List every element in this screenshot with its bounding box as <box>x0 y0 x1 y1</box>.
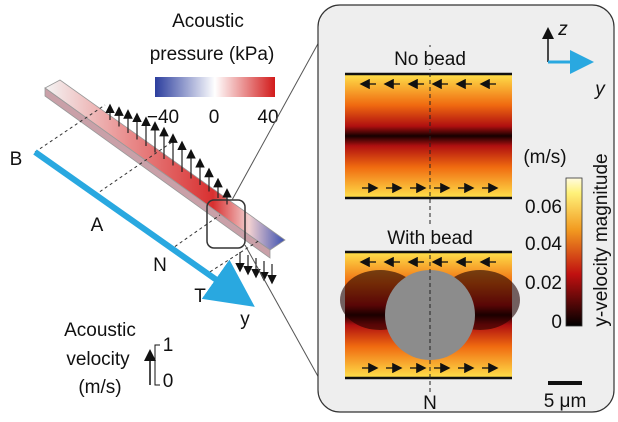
position-label: N <box>153 255 167 276</box>
zoom-line <box>231 39 321 201</box>
velocity-arrows <box>105 103 277 285</box>
label-bg <box>370 47 490 69</box>
legend-bracket <box>154 344 160 386</box>
legend-title: Acoustic <box>64 320 136 341</box>
colorbar-tick: −40 <box>147 107 179 128</box>
legend-title: (m/s) <box>78 377 121 398</box>
legend-title: velocity <box>66 349 130 370</box>
axis-label: y <box>593 79 606 100</box>
zoom-line <box>244 244 321 381</box>
walls <box>345 72 512 380</box>
legend-tick: 1 <box>163 335 174 356</box>
axis-label: y <box>240 309 250 330</box>
colorbar-title: y-velocity magnitude <box>591 153 612 326</box>
y-axis-arrow <box>33 149 255 307</box>
colorbar-tick: 40 <box>257 107 278 128</box>
colorbar-tick: 0 <box>209 107 220 128</box>
colorbar-tick: 0.04 <box>525 234 562 255</box>
legend-title: Acoustic <box>172 11 244 32</box>
axis-label: z <box>557 19 568 40</box>
colorbar-tick: 0.06 <box>525 197 562 218</box>
guide-line <box>34 104 106 153</box>
zoom-box <box>206 199 246 249</box>
panel-label: No bead <box>394 49 466 70</box>
channel <box>33 39 321 381</box>
field-no-bead <box>345 74 512 198</box>
channel-side <box>44 87 271 259</box>
position-label: N <box>423 393 437 414</box>
channel-top <box>44 79 286 251</box>
guide-line <box>204 239 261 276</box>
pressure-colorbar <box>155 77 275 97</box>
position-label: T <box>194 286 206 307</box>
colorbar-tick: 0 <box>551 312 562 333</box>
guide-line <box>169 214 221 251</box>
label-bg <box>365 227 495 249</box>
legend-title: pressure (kPa) <box>150 44 275 65</box>
velocity-colorbar <box>565 177 583 327</box>
panel-label: With bead <box>387 228 473 249</box>
scale-label: 5 μm <box>544 391 587 412</box>
colorbar-unit: (m/s) <box>523 147 566 168</box>
position-label: A <box>91 215 104 236</box>
colorbar-tick: 0.02 <box>525 273 562 294</box>
flow-arrows <box>359 78 499 374</box>
guide-line <box>94 139 176 196</box>
legend-tick: 0 <box>163 371 174 392</box>
position-label: B <box>10 149 23 170</box>
